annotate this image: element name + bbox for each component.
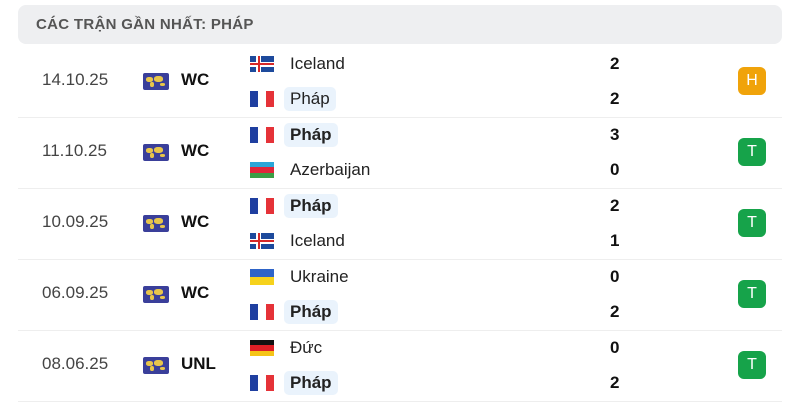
- team-name: Pháp: [284, 87, 336, 111]
- ukraine-flag-icon: [250, 269, 274, 285]
- score-away: 0: [610, 160, 620, 179]
- match-row[interactable]: 14.10.25 WC Iceland 2 Pháp 2 H: [18, 46, 782, 118]
- result-badge: T: [738, 138, 766, 166]
- match-row[interactable]: 08.06.25 UNL Đức 0 Pháp 2 T: [18, 330, 782, 402]
- competition-label: WC: [181, 141, 210, 160]
- team-home[interactable]: Pháp: [250, 193, 338, 219]
- result-badge: H: [738, 67, 766, 95]
- france-flag-icon: [250, 91, 274, 107]
- azerbaijan-flag-icon: [250, 162, 274, 178]
- world-map-icon: [143, 357, 169, 374]
- competition-label: UNL: [181, 354, 216, 373]
- team-name: Đức: [290, 338, 323, 357]
- world-map-icon: [143, 286, 169, 303]
- score-home: 0: [610, 338, 620, 357]
- score-away: 2: [610, 89, 620, 108]
- score-home: 3: [610, 125, 620, 144]
- world-map-icon: [143, 144, 169, 161]
- france-flag-icon: [250, 127, 274, 143]
- team-home[interactable]: Pháp: [250, 122, 338, 148]
- france-flag-icon: [250, 304, 274, 320]
- match-date: 11.10.25: [42, 141, 107, 160]
- match-date: 10.09.25: [42, 212, 109, 231]
- world-map-icon: [143, 73, 169, 90]
- team-away[interactable]: Pháp: [250, 299, 338, 325]
- result-badge: T: [738, 280, 766, 308]
- score-away: 1: [610, 231, 620, 250]
- team-home[interactable]: Iceland: [250, 51, 351, 77]
- score-home: 2: [610, 54, 620, 73]
- team-name: Pháp: [284, 194, 338, 218]
- team-name: Iceland: [290, 231, 345, 250]
- match-date: 14.10.25: [42, 70, 109, 89]
- team-away[interactable]: Iceland: [250, 228, 351, 254]
- team-home[interactable]: Đức: [250, 335, 328, 361]
- result-badge: T: [738, 351, 766, 379]
- score-home: 2: [610, 196, 620, 215]
- iceland-flag-icon: [250, 56, 274, 72]
- team-away[interactable]: Pháp: [250, 370, 338, 396]
- world-map-icon: [143, 215, 169, 232]
- germany-flag-icon: [250, 340, 274, 356]
- team-away[interactable]: Azerbaijan: [250, 157, 376, 183]
- match-row[interactable]: 11.10.25 WC Pháp 3 Azerbaijan 0 T: [18, 117, 782, 189]
- team-name: Ukraine: [290, 267, 349, 286]
- competition-label: WC: [181, 283, 210, 302]
- france-flag-icon: [250, 375, 274, 391]
- match-row[interactable]: 06.09.25 WC Ukraine 0 Pháp 2 T: [18, 259, 782, 331]
- competition-label: WC: [181, 70, 210, 89]
- iceland-flag-icon: [250, 233, 274, 249]
- result-badge: T: [738, 209, 766, 237]
- team-name: Pháp: [284, 123, 338, 147]
- score-home: 0: [610, 267, 620, 286]
- match-date: 06.09.25: [42, 283, 109, 302]
- match-date: 08.06.25: [42, 354, 109, 373]
- recent-matches-header: CÁC TRẬN GẦN NHẤT: PHÁP: [18, 5, 782, 44]
- score-away: 2: [610, 373, 620, 392]
- team-name: Azerbaijan: [290, 160, 371, 179]
- team-name: Iceland: [290, 54, 345, 73]
- france-flag-icon: [250, 198, 274, 214]
- score-away: 2: [610, 302, 620, 321]
- match-row[interactable]: 10.09.25 WC Pháp 2 Iceland 1 T: [18, 188, 782, 260]
- competition-label: WC: [181, 212, 210, 231]
- team-away[interactable]: Pháp: [250, 86, 336, 112]
- header-title: CÁC TRẬN GẦN NHẤT: PHÁP: [36, 16, 254, 33]
- team-home[interactable]: Ukraine: [250, 264, 355, 290]
- team-name: Pháp: [284, 371, 338, 395]
- team-name: Pháp: [284, 300, 338, 324]
